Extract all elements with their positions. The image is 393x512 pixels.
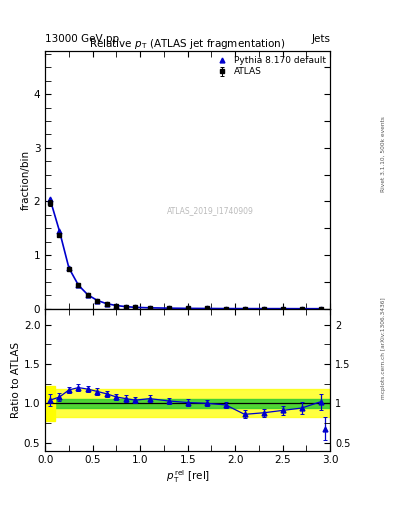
Text: mcplots.cern.ch [arXiv:1306.3436]: mcplots.cern.ch [arXiv:1306.3436] [381,297,386,399]
Pythia 8.170 default [57,228,62,234]
Title: Relative $p_\mathrm{T}$ (ATLAS jet fragmentation): Relative $p_\mathrm{T}$ (ATLAS jet fragm… [90,37,286,51]
Bar [45,399,330,408]
Pythia 8.170 default [204,305,209,311]
Pythia 8.170 default [123,304,128,310]
Pythia 8.170 default [105,301,109,307]
Bar [45,386,55,421]
Pythia 8.170 default [299,306,304,312]
Text: 13000 GeV pp: 13000 GeV pp [45,33,119,44]
Pythia 8.170 default [242,306,247,312]
X-axis label: $p_{\,\mathrm{T}}^{\,\mathrm{rel}}$ [rel]: $p_{\,\mathrm{T}}^{\,\mathrm{rel}}$ [rel… [165,468,210,485]
Pythia 8.170 default [280,306,285,312]
Pythia 8.170 default [133,304,138,310]
Pythia 8.170 default [76,282,81,288]
Y-axis label: fraction/bin: fraction/bin [21,150,31,210]
Pythia 8.170 default [185,305,190,311]
Pythia 8.170 default [318,306,323,312]
Bar [45,389,330,417]
Y-axis label: Ratio to ATLAS: Ratio to ATLAS [11,342,21,418]
Pythia 8.170 default [166,305,171,311]
Legend: Pythia 8.170 default, ATLAS: Pythia 8.170 default, ATLAS [212,54,327,78]
Pythia 8.170 default [48,196,52,202]
Pythia 8.170 default [66,265,71,271]
Pythia 8.170 default [86,292,90,298]
Pythia 8.170 default [147,305,152,311]
Line: Pythia 8.170 default: Pythia 8.170 default [48,197,323,311]
Pythia 8.170 default [261,306,266,312]
Pythia 8.170 default [114,303,119,309]
Text: Jets: Jets [311,33,330,44]
Text: ATLAS_2019_I1740909: ATLAS_2019_I1740909 [167,206,254,216]
Text: Rivet 3.1.10, 500k events: Rivet 3.1.10, 500k events [381,116,386,191]
Pythia 8.170 default [223,306,228,312]
Pythia 8.170 default [95,297,100,304]
